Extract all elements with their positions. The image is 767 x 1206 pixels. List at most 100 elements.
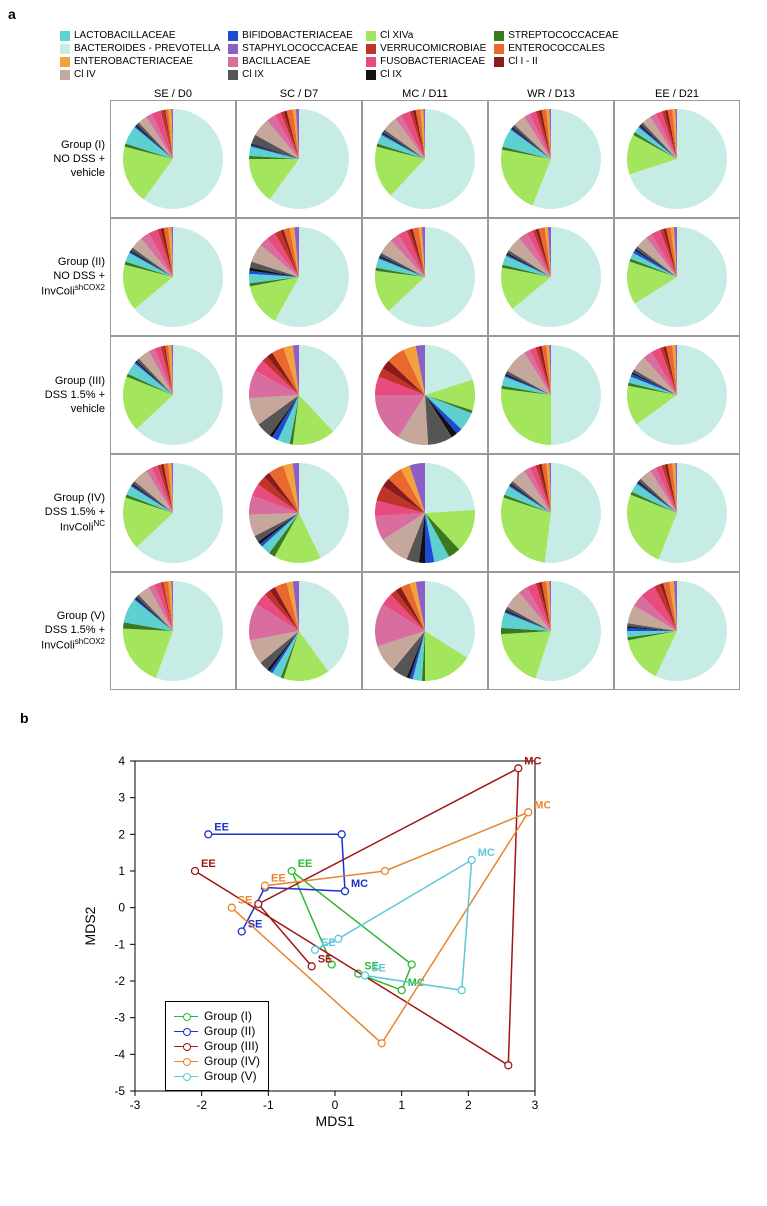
pie-cell bbox=[488, 100, 614, 218]
legend-item: Cl IX bbox=[366, 69, 486, 80]
pie-cell bbox=[488, 218, 614, 336]
pie-chart bbox=[496, 340, 606, 450]
pie-chart bbox=[622, 576, 732, 686]
pie-chart bbox=[244, 340, 354, 450]
legend-swatch bbox=[366, 70, 376, 80]
pie-cell bbox=[110, 218, 236, 336]
pie-cell bbox=[236, 572, 362, 690]
pie-chart bbox=[244, 576, 354, 686]
pie-cell bbox=[110, 454, 236, 572]
pie-chart bbox=[370, 104, 480, 214]
legend-label: ENTEROBACTERIACEAE bbox=[74, 56, 193, 67]
column-header: MC / D11 bbox=[362, 88, 488, 100]
pie-chart bbox=[118, 340, 228, 450]
column-header: EE / D21 bbox=[614, 88, 740, 100]
svg-text:SE: SE bbox=[371, 963, 386, 975]
legend-label: STAPHYLOCOCCACEAE bbox=[242, 43, 358, 54]
pie-cell bbox=[362, 336, 488, 454]
pie-chart bbox=[118, 576, 228, 686]
legend-item: Cl IV bbox=[60, 69, 220, 80]
svg-text:MC: MC bbox=[351, 878, 368, 890]
mds-legend-item: Group (I) bbox=[174, 1009, 260, 1023]
legend-swatch bbox=[60, 44, 70, 54]
pie-chart bbox=[244, 222, 354, 332]
legend-item: Cl XIVa bbox=[366, 30, 486, 41]
legend-swatch bbox=[228, 31, 238, 41]
pie-chart bbox=[496, 222, 606, 332]
legend-label: BACILLACEAE bbox=[242, 56, 310, 67]
svg-text:SE: SE bbox=[318, 953, 333, 965]
pie-cell bbox=[110, 100, 236, 218]
legend-item: LACTOBACILLACEAE bbox=[60, 30, 220, 41]
mds-legend-label: Group (I) bbox=[204, 1009, 252, 1023]
svg-text:-2: -2 bbox=[114, 974, 125, 988]
svg-text:-3: -3 bbox=[114, 1011, 125, 1025]
svg-text:4: 4 bbox=[118, 754, 125, 768]
row-label: Group (II)NO DSS +InvColishCOX2 bbox=[30, 255, 110, 300]
mds-plot: -3-2-10123-5-4-3-2-101234MDS1MDS2SEMCEES… bbox=[80, 751, 767, 1131]
legend-label: BACTEROIDES - PREVOTELLA bbox=[74, 43, 220, 54]
legend-item: BACILLACEAE bbox=[228, 56, 358, 67]
mds-legend-label: Group (V) bbox=[204, 1069, 257, 1083]
pie-cell bbox=[236, 218, 362, 336]
pie-chart bbox=[622, 104, 732, 214]
pie-cell bbox=[488, 336, 614, 454]
svg-text:3: 3 bbox=[532, 1098, 539, 1112]
legend-label: LACTOBACILLACEAE bbox=[74, 30, 176, 41]
legend-swatch bbox=[366, 44, 376, 54]
svg-text:EE: EE bbox=[201, 858, 216, 870]
svg-text:MC: MC bbox=[534, 799, 550, 811]
legend-label: FUSOBACTERIACEAE bbox=[380, 56, 485, 67]
pie-chart bbox=[370, 340, 480, 450]
legend-label: Cl I - II bbox=[508, 56, 537, 67]
svg-text:-5: -5 bbox=[114, 1084, 125, 1098]
svg-text:MC: MC bbox=[478, 847, 495, 859]
pie-grid: SE / D0SC / D7MC / D11WR / D13EE / D21 G… bbox=[20, 88, 767, 690]
pie-chart bbox=[370, 458, 480, 568]
svg-text:2: 2 bbox=[465, 1098, 472, 1112]
pie-cell bbox=[236, 100, 362, 218]
column-header: SC / D7 bbox=[236, 88, 362, 100]
legend-item: ENTEROBACTERIACEAE bbox=[60, 56, 220, 67]
svg-text:3: 3 bbox=[118, 791, 125, 805]
pie-chart bbox=[370, 222, 480, 332]
legend-swatch bbox=[228, 44, 238, 54]
mds-legend-item: Group (III) bbox=[174, 1039, 260, 1053]
pie-cell bbox=[614, 572, 740, 690]
legend-label: ENTEROCOCCALES bbox=[508, 43, 605, 54]
pie-chart bbox=[118, 222, 228, 332]
legend-label: BIFIDOBACTERIACEAE bbox=[242, 30, 353, 41]
legend-swatch bbox=[60, 31, 70, 41]
legend-swatch bbox=[60, 70, 70, 80]
svg-text:EE: EE bbox=[298, 858, 313, 870]
legend-item: Cl I - II bbox=[494, 56, 618, 67]
legend-label: Cl IV bbox=[74, 69, 96, 80]
legend-label: VERRUCOMICROBIAE bbox=[380, 43, 486, 54]
panel-a-label: a bbox=[8, 6, 16, 22]
legend-swatch bbox=[228, 57, 238, 67]
pie-chart bbox=[118, 458, 228, 568]
legend-item: Cl IX bbox=[228, 69, 358, 80]
mds-legend-label: Group (III) bbox=[204, 1039, 259, 1053]
legend-item: BACTEROIDES - PREVOTELLA bbox=[60, 43, 220, 54]
legend-swatch bbox=[366, 31, 376, 41]
svg-text:SE: SE bbox=[238, 895, 253, 907]
svg-text:MDS1: MDS1 bbox=[316, 1113, 355, 1129]
legend-swatch bbox=[494, 44, 504, 54]
pie-chart bbox=[118, 104, 228, 214]
legend-item: BIFIDOBACTERIACEAE bbox=[228, 30, 358, 41]
mds-legend-item: Group (II) bbox=[174, 1024, 260, 1038]
legend-swatch bbox=[494, 31, 504, 41]
pie-chart bbox=[622, 340, 732, 450]
legend-swatch bbox=[60, 57, 70, 67]
pie-chart bbox=[496, 576, 606, 686]
legend-swatch bbox=[494, 57, 504, 67]
pie-cell bbox=[236, 336, 362, 454]
mds-legend-label: Group (IV) bbox=[204, 1054, 260, 1068]
pie-chart bbox=[370, 576, 480, 686]
legend-item: VERRUCOMICROBIAE bbox=[366, 43, 486, 54]
legend-swatch bbox=[228, 70, 238, 80]
taxa-legend: LACTOBACILLACEAE BACTEROIDES - PREVOTELLA… bbox=[60, 30, 767, 80]
svg-text:EE: EE bbox=[214, 821, 229, 833]
pie-cell bbox=[362, 100, 488, 218]
